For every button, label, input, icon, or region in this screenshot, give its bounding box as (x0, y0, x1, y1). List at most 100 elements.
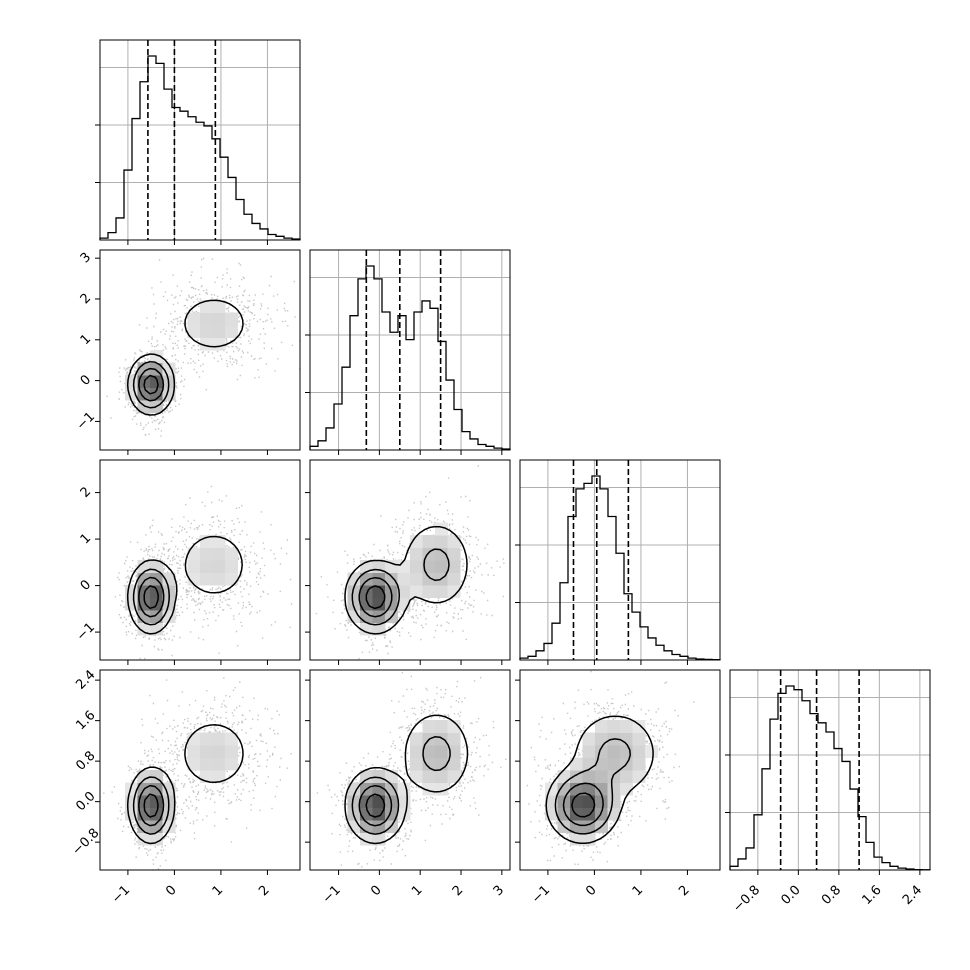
joint-frame-4-2 (309, 669, 511, 871)
density-block (150, 832, 163, 846)
density-block (385, 560, 398, 573)
joint-panel-3-2 (305, 459, 511, 665)
joint-content-3-2 (315, 465, 505, 660)
hist-panel-3 (515, 459, 721, 665)
density-block (410, 770, 423, 783)
density-block (397, 560, 411, 573)
density-block (595, 795, 608, 808)
density-block (632, 770, 646, 783)
density-block (125, 375, 138, 388)
density-block (632, 732, 646, 746)
density-block (435, 560, 448, 573)
contour-4-3-level-1 (545, 715, 654, 845)
density-block (150, 610, 163, 623)
density-block (422, 572, 436, 586)
density-block (212, 337, 226, 351)
density-block (137, 770, 151, 783)
contour-2-1-level-4 (143, 374, 159, 395)
density-block (225, 560, 238, 573)
density-block (150, 820, 163, 833)
density-block (212, 560, 226, 573)
density-block (435, 745, 448, 758)
density-block (162, 807, 176, 821)
histogram-4 (729, 685, 931, 871)
density-block (200, 300, 213, 313)
density-block (410, 757, 423, 771)
contour-4-1-level-4 (143, 793, 159, 818)
joint-content-4-1 (103, 677, 292, 870)
density-block (422, 770, 436, 783)
contour-3-2-level-4 (365, 585, 386, 610)
density-block (397, 585, 411, 598)
density-block (595, 770, 608, 783)
density-block (595, 720, 608, 733)
density-block (212, 732, 226, 746)
joint-frame-4-3 (519, 669, 721, 871)
density-block (632, 745, 646, 758)
density-block (435, 547, 448, 561)
density-block (212, 572, 226, 586)
joint-frame-2-1 (99, 249, 301, 451)
density-block (422, 757, 436, 771)
density-block (200, 745, 213, 758)
contour-2-1-level-2 (132, 360, 170, 409)
density-block (435, 720, 448, 733)
contour-4-2-level-2 (351, 736, 451, 835)
density-block (347, 795, 361, 808)
density-block (570, 782, 583, 796)
contour-4-2-level-1 (344, 714, 469, 845)
joint-content-4-2 (316, 672, 507, 868)
density-block (410, 585, 423, 598)
density-block (125, 795, 138, 808)
contour-3-2-level-3 (358, 576, 393, 618)
density-block (162, 572, 176, 586)
density-block (422, 782, 436, 796)
density-block (607, 770, 621, 783)
joint-content-4-3 (526, 670, 695, 870)
density-block (607, 720, 621, 733)
density-block (187, 757, 201, 771)
density-block (137, 820, 151, 833)
contour-4-1-level-1 (126, 724, 244, 845)
density-block (200, 325, 213, 338)
density-block (410, 745, 423, 758)
density-block (620, 770, 633, 783)
density-block (632, 720, 646, 733)
contour-3-1-level-3 (138, 576, 165, 618)
density-block (150, 795, 163, 808)
density-block (187, 572, 201, 586)
density-block (225, 745, 238, 758)
density-block (557, 770, 571, 783)
density-block (187, 547, 201, 561)
joint-frame-3-1 (99, 459, 301, 661)
density-block (360, 572, 373, 586)
density-block (212, 547, 226, 561)
density-block (200, 732, 213, 746)
density-block (347, 597, 361, 611)
density-block (447, 770, 461, 783)
density-block (582, 782, 596, 796)
density-block (435, 535, 448, 548)
density-block (137, 622, 151, 636)
density-block (347, 782, 361, 796)
density-block (570, 757, 583, 771)
contour-4-1-level-2 (132, 776, 170, 835)
density-block (422, 560, 436, 573)
density-block (447, 720, 461, 733)
density-block (347, 585, 361, 598)
density-block (385, 572, 398, 586)
density-block (582, 732, 596, 746)
density-block (422, 585, 436, 598)
contour-3-1-level-4 (143, 585, 159, 610)
joint-content-2-1 (106, 257, 300, 437)
density-block (150, 375, 163, 388)
density-block (422, 535, 436, 548)
density-block (447, 560, 461, 573)
density-block (595, 757, 608, 771)
density-block (410, 572, 423, 586)
density-block (410, 535, 423, 548)
contour-3-2-level-1 (344, 525, 468, 635)
contour-3-1-level-2 (132, 568, 170, 626)
hist-frame-1 (99, 39, 301, 241)
